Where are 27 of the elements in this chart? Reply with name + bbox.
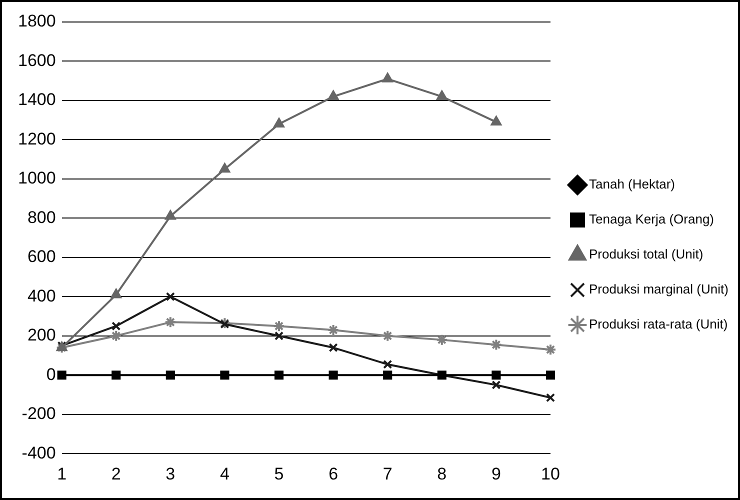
legend-label: Tanah (Hektar) — [589, 176, 675, 192]
legend-label: Produksi marginal (Unit) — [589, 282, 728, 297]
y-tick-label: 400 — [27, 286, 56, 306]
x-tick-label: 8 — [437, 464, 447, 484]
x-tick-label: 2 — [111, 464, 121, 484]
x-tick-label: 1 — [57, 464, 67, 484]
y-tick-label: 0 — [46, 364, 56, 384]
y-tick-label: 1600 — [18, 50, 56, 70]
y-tick-label: 1400 — [18, 90, 56, 110]
x-tick-label: 4 — [220, 464, 230, 484]
y-tick-label: -400 — [22, 443, 56, 462]
legend-label: Produksi rata-rata (Unit) — [589, 316, 728, 332]
x-tick-label: 3 — [166, 464, 176, 484]
legend-label: Tenaga Kerja (Orang) — [589, 212, 714, 227]
x-tick-label: 9 — [491, 464, 501, 484]
y-tick-label: 200 — [27, 326, 56, 345]
y-tick-label: 1200 — [18, 129, 56, 148]
y-tick-label: 600 — [27, 247, 56, 266]
legend-label: Produksi total (Unit) — [589, 246, 704, 262]
y-tick-label: 800 — [27, 208, 56, 227]
y-tick-label: 1000 — [18, 168, 56, 188]
x-tick-label: 7 — [382, 464, 392, 484]
x-tick-label: 6 — [328, 464, 338, 484]
x-tick-label: 5 — [274, 464, 284, 484]
y-tick-label: -200 — [22, 404, 56, 424]
x-tick-label: 10 — [541, 464, 560, 484]
y-tick-label: 1800 — [18, 12, 56, 31]
